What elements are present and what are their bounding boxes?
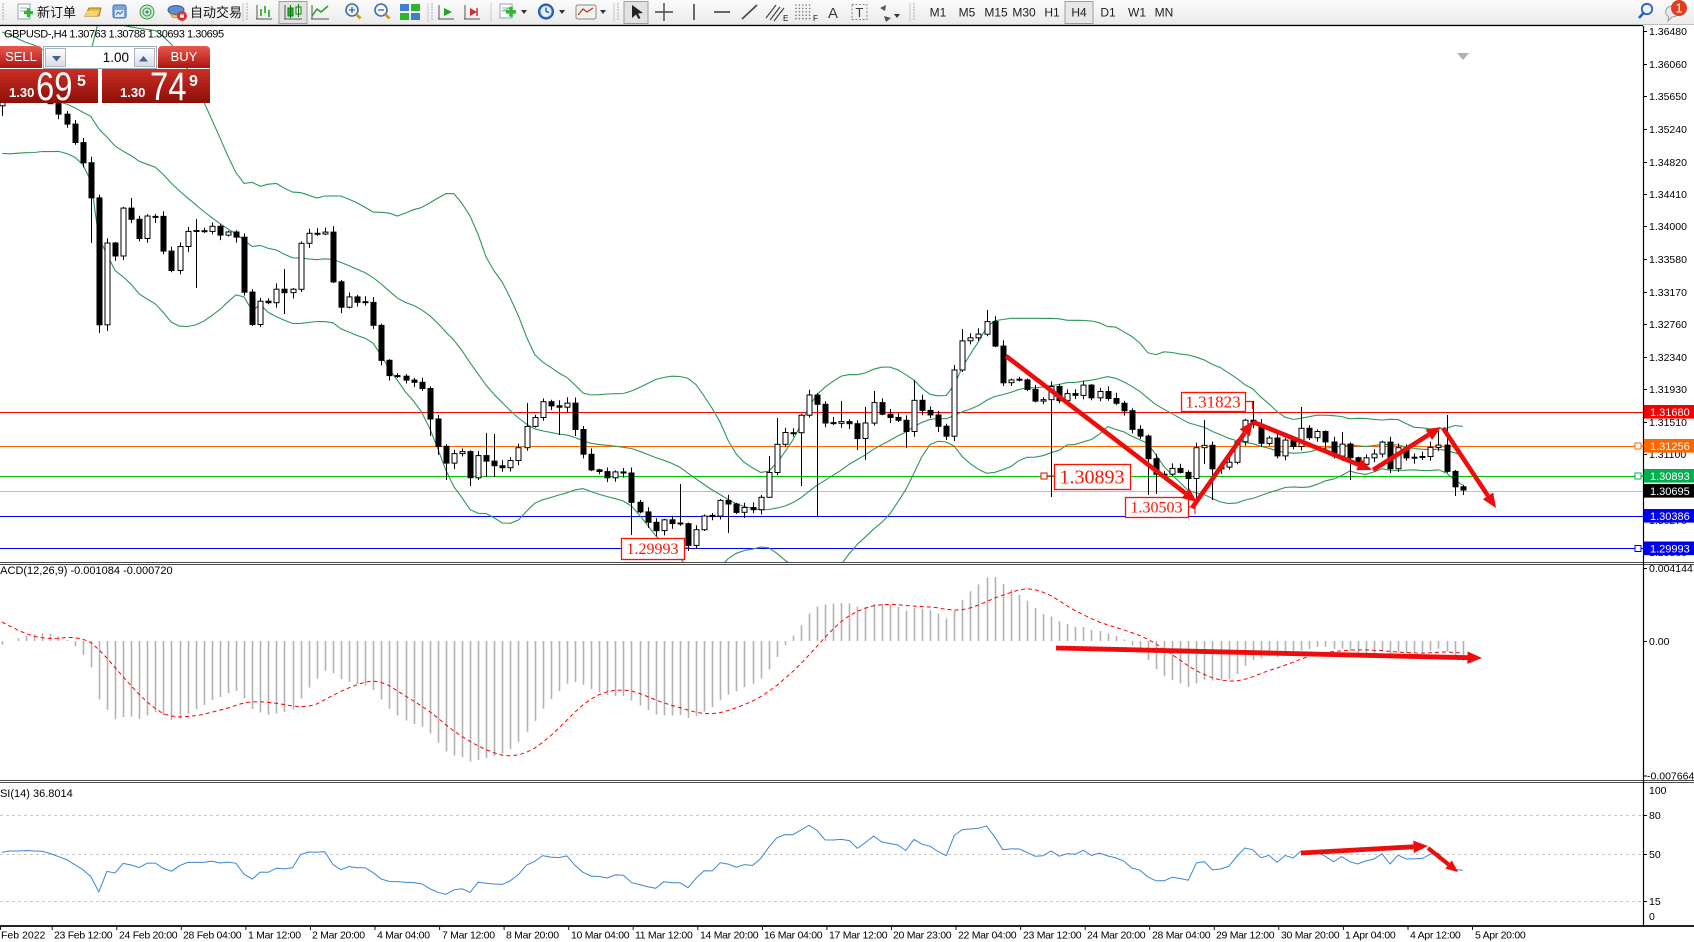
svg-text:1: 1 bbox=[1675, 1, 1682, 16]
svg-text:1.31680: 1.31680 bbox=[1650, 407, 1690, 419]
svg-text:1 Mar 12:00: 1 Mar 12:00 bbox=[248, 930, 301, 942]
svg-text:M5: M5 bbox=[959, 6, 976, 20]
svg-text:1.32340: 1.32340 bbox=[1649, 352, 1687, 364]
svg-text:T: T bbox=[856, 5, 864, 20]
svg-text:28 Mar 04:00: 28 Mar 04:00 bbox=[1152, 930, 1211, 942]
svg-text:8 Mar 20:00: 8 Mar 20:00 bbox=[506, 930, 559, 942]
svg-text:15: 15 bbox=[1649, 896, 1661, 908]
svg-text:28 Feb 04:00: 28 Feb 04:00 bbox=[183, 930, 242, 942]
svg-text:H4: H4 bbox=[1071, 6, 1087, 20]
svg-text:1.32760: 1.32760 bbox=[1649, 319, 1687, 331]
svg-text:1.31510: 1.31510 bbox=[1649, 417, 1687, 429]
svg-text:10 Mar 04:00: 10 Mar 04:00 bbox=[571, 930, 630, 942]
svg-text:GBPUSD-,H4 1.30763 1.30788 1.: GBPUSD-,H4 1.30763 1.30788 1.30693 1.306… bbox=[4, 29, 224, 41]
svg-text:-0.007664: -0.007664 bbox=[1647, 771, 1694, 783]
svg-text:0.00: 0.00 bbox=[1649, 636, 1670, 648]
svg-text:1.34000: 1.34000 bbox=[1649, 221, 1687, 233]
svg-text:23 Feb 12:00: 23 Feb 12:00 bbox=[54, 930, 113, 942]
svg-text:1.36060: 1.36060 bbox=[1649, 59, 1687, 71]
svg-text:7 Mar 12:00: 7 Mar 12:00 bbox=[442, 930, 495, 942]
svg-text:1.31256: 1.31256 bbox=[1650, 441, 1690, 453]
svg-text:16 Mar 04:00: 16 Mar 04:00 bbox=[764, 930, 823, 942]
svg-text:1.36480: 1.36480 bbox=[1649, 26, 1687, 38]
svg-text:1.30386: 1.30386 bbox=[1650, 511, 1690, 523]
svg-text:14 Mar 20:00: 14 Mar 20:00 bbox=[700, 930, 759, 942]
svg-text:M15: M15 bbox=[984, 6, 1008, 20]
svg-text:50: 50 bbox=[1649, 849, 1661, 861]
svg-text:1.29993: 1.29993 bbox=[1650, 544, 1690, 556]
svg-text:1.29993: 1.29993 bbox=[627, 541, 679, 558]
svg-text:100: 100 bbox=[1649, 785, 1667, 797]
svg-text:1.35650: 1.35650 bbox=[1649, 91, 1687, 103]
svg-text:M30: M30 bbox=[1012, 6, 1036, 20]
svg-text:D1: D1 bbox=[1100, 6, 1116, 20]
svg-text:24 Mar 20:00: 24 Mar 20:00 bbox=[1087, 930, 1146, 942]
svg-text:H1: H1 bbox=[1044, 6, 1060, 20]
svg-text:4 Apr 12:00: 4 Apr 12:00 bbox=[1410, 930, 1461, 942]
svg-text:0: 0 bbox=[1649, 911, 1655, 923]
svg-text:1.30695: 1.30695 bbox=[1650, 486, 1690, 498]
svg-text:F: F bbox=[813, 14, 818, 23]
svg-text:1.30893: 1.30893 bbox=[1650, 471, 1690, 483]
svg-text:1.33170: 1.33170 bbox=[1649, 287, 1687, 299]
svg-text:M1: M1 bbox=[930, 6, 947, 20]
svg-text:1 Apr 04:00: 1 Apr 04:00 bbox=[1345, 930, 1396, 942]
svg-text:1.31930: 1.31930 bbox=[1649, 384, 1687, 396]
svg-text:W1: W1 bbox=[1128, 6, 1146, 20]
svg-text:RSI(14) 36.8014: RSI(14) 36.8014 bbox=[0, 788, 73, 800]
svg-text:新订单: 新订单 bbox=[37, 5, 76, 20]
svg-text:MN: MN bbox=[1155, 6, 1174, 20]
svg-text:24 Feb 20:00: 24 Feb 20:00 bbox=[119, 930, 178, 942]
svg-text:11 Mar 12:00: 11 Mar 12:00 bbox=[635, 930, 693, 942]
svg-text:5 Apr 20:00: 5 Apr 20:00 bbox=[1475, 930, 1526, 942]
svg-text:1.30893: 1.30893 bbox=[1060, 467, 1125, 489]
svg-text:20 Mar 23:00: 20 Mar 23:00 bbox=[893, 930, 952, 942]
svg-text:MACD(12,26,9) -0.001084 -0.000: MACD(12,26,9) -0.001084 -0.000720 bbox=[0, 565, 173, 577]
svg-text:E: E bbox=[783, 14, 788, 23]
svg-text:1.35240: 1.35240 bbox=[1649, 124, 1687, 136]
svg-text:1.33580: 1.33580 bbox=[1649, 254, 1687, 266]
svg-text:23 Mar 12:00: 23 Mar 12:00 bbox=[1023, 930, 1082, 942]
svg-text:Feb 2022: Feb 2022 bbox=[1, 930, 46, 942]
svg-text:29 Mar 12:00: 29 Mar 12:00 bbox=[1216, 930, 1275, 942]
svg-text:0.004144: 0.004144 bbox=[1649, 563, 1693, 575]
svg-text:22 Mar 04:00: 22 Mar 04:00 bbox=[958, 930, 1017, 942]
svg-text:17 Mar 12:00: 17 Mar 12:00 bbox=[829, 930, 888, 942]
svg-text:1.34410: 1.34410 bbox=[1649, 189, 1687, 201]
svg-text:80: 80 bbox=[1649, 810, 1661, 822]
svg-text:1.34820: 1.34820 bbox=[1649, 157, 1687, 169]
svg-text:1.30503: 1.30503 bbox=[1131, 500, 1183, 517]
svg-text:2 Mar 20:00: 2 Mar 20:00 bbox=[312, 930, 365, 942]
svg-text:A: A bbox=[828, 5, 838, 22]
svg-text:1.31823: 1.31823 bbox=[1185, 392, 1240, 411]
svg-text:自动交易: 自动交易 bbox=[190, 5, 242, 20]
svg-text:30 Mar 20:00: 30 Mar 20:00 bbox=[1281, 930, 1340, 942]
svg-text:4 Mar 04:00: 4 Mar 04:00 bbox=[377, 930, 430, 942]
